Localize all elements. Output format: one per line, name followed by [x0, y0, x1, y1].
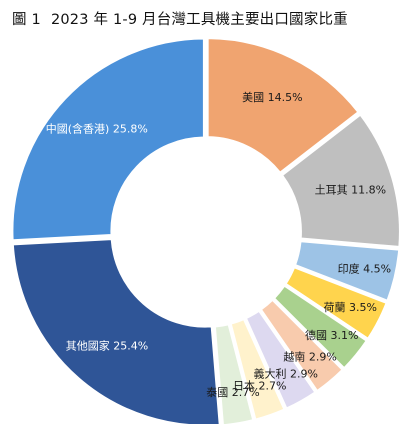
data-label--: 美國 14.5% [242, 91, 302, 104]
slice-- [12, 38, 204, 241]
slice-- [295, 241, 400, 301]
figure-label: 圖 1 [12, 12, 41, 28]
data-label--: 中國(含香港) 25.8% [46, 121, 148, 135]
slice-- [207, 38, 359, 173]
data-label--: 荷蘭 3.5% [324, 301, 377, 314]
data-label--: 泰國 2.7% [206, 385, 259, 399]
donut-labels: 美國 14.5% 土耳其 11.8% 印度 4.5% 荷蘭 3.5% 德國 3.1% 越南… [46, 91, 391, 399]
data-label--: 日本 2.7% [233, 378, 286, 392]
data-label--: 越南 2.9% [283, 350, 336, 364]
data-label--: 其他國家 25.4% [66, 338, 148, 352]
data-label--: 印度 4.5% [338, 262, 391, 276]
slice-- [274, 285, 367, 369]
slice-- [12, 239, 220, 424]
data-label--: 德國 3.1% [305, 328, 358, 342]
data-label--: 義大利 2.9% [254, 367, 318, 381]
slice-- [260, 299, 343, 391]
slice-- [282, 114, 400, 247]
slice-- [245, 310, 316, 409]
slice-- [230, 319, 285, 420]
donut-slices [12, 38, 400, 424]
chart-title: 圖 1 2023 年 1-9 月台灣工具機主要出口國家比重 [12, 8, 348, 29]
slice-- [214, 324, 254, 424]
slice-- [285, 267, 387, 339]
data-label--: 土耳其 11.8% [315, 183, 386, 196]
title-text: 2023 年 1-9 月台灣工具機主要出口國家比重 [50, 12, 348, 28]
